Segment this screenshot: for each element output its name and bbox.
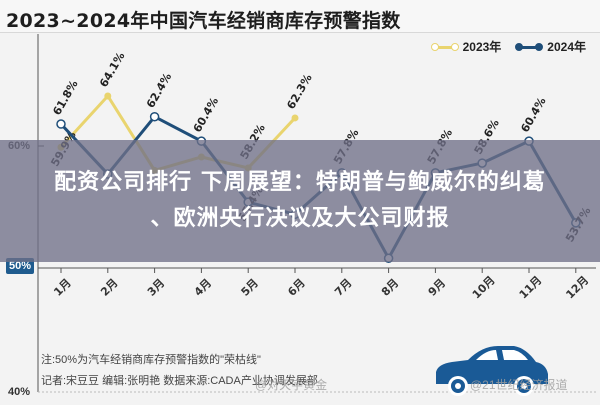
y-label-40: 40%	[8, 386, 31, 398]
watermark-left: @对天字黄金	[255, 378, 328, 392]
credits: 记者:宋豆豆 编辑:张明艳 数据来源:CADA产业协调发展部	[41, 375, 318, 387]
legend-item-2024: 2024年	[515, 38, 586, 55]
svg-text:7月: 7月	[332, 276, 354, 298]
svg-text:1月: 1月	[51, 276, 73, 298]
svg-text:11月: 11月	[517, 274, 545, 302]
svg-text:62.4%: 62.4%	[144, 71, 174, 111]
svg-text:12月: 12月	[563, 274, 591, 302]
footnote: 注:50%为汽车经销商库存预警指数的"荣枯线"	[41, 354, 261, 366]
title-bar: 2023~2024年中国汽车经销商库存预警指数	[0, 0, 600, 33]
svg-text:5月: 5月	[239, 276, 261, 298]
svg-text:6月: 6月	[285, 276, 307, 298]
svg-text:10月: 10月	[470, 274, 498, 302]
legend-item-2023: 2023年	[430, 38, 502, 55]
legend: 2023年 2024年	[430, 38, 586, 55]
headline-line-2[interactable]: 、欧洲央行决议及大公司财报	[150, 206, 450, 231]
svg-text:60.4%: 60.4%	[191, 95, 221, 135]
legend-label-2023: 2023年	[462, 40, 502, 54]
y-label-50-badge: 50%	[6, 258, 35, 274]
svg-text:8月: 8月	[379, 276, 401, 298]
car-icon	[432, 340, 552, 405]
svg-text:3月: 3月	[145, 276, 167, 298]
svg-text:9月: 9月	[426, 276, 448, 298]
headline-line-1[interactable]: 配资公司排行 下周展望：特朗普与鲍威尔的纠葛	[54, 170, 546, 195]
svg-text:64.1%: 64.1%	[97, 50, 127, 90]
headline-overlay-banner[interactable]: 配资公司排行 下周展望：特朗普与鲍威尔的纠葛 、欧洲央行决议及大公司财报	[0, 140, 600, 262]
svg-text:4月: 4月	[192, 276, 214, 298]
svg-text:61.8%: 61.8%	[50, 78, 80, 118]
svg-text:62.3%: 62.3%	[284, 72, 314, 112]
svg-text:2月: 2月	[98, 276, 120, 298]
svg-text:60.4%: 60.4%	[518, 95, 548, 135]
legend-label-2024: 2024年	[547, 40, 586, 54]
watermark-right: @21世纪经济报道	[470, 378, 568, 392]
legend-line-icon-2024	[515, 42, 544, 52]
chart-title: 2023~2024年中国汽车经销商库存预警指数	[6, 10, 401, 32]
legend-line-icon-2023	[430, 42, 459, 52]
